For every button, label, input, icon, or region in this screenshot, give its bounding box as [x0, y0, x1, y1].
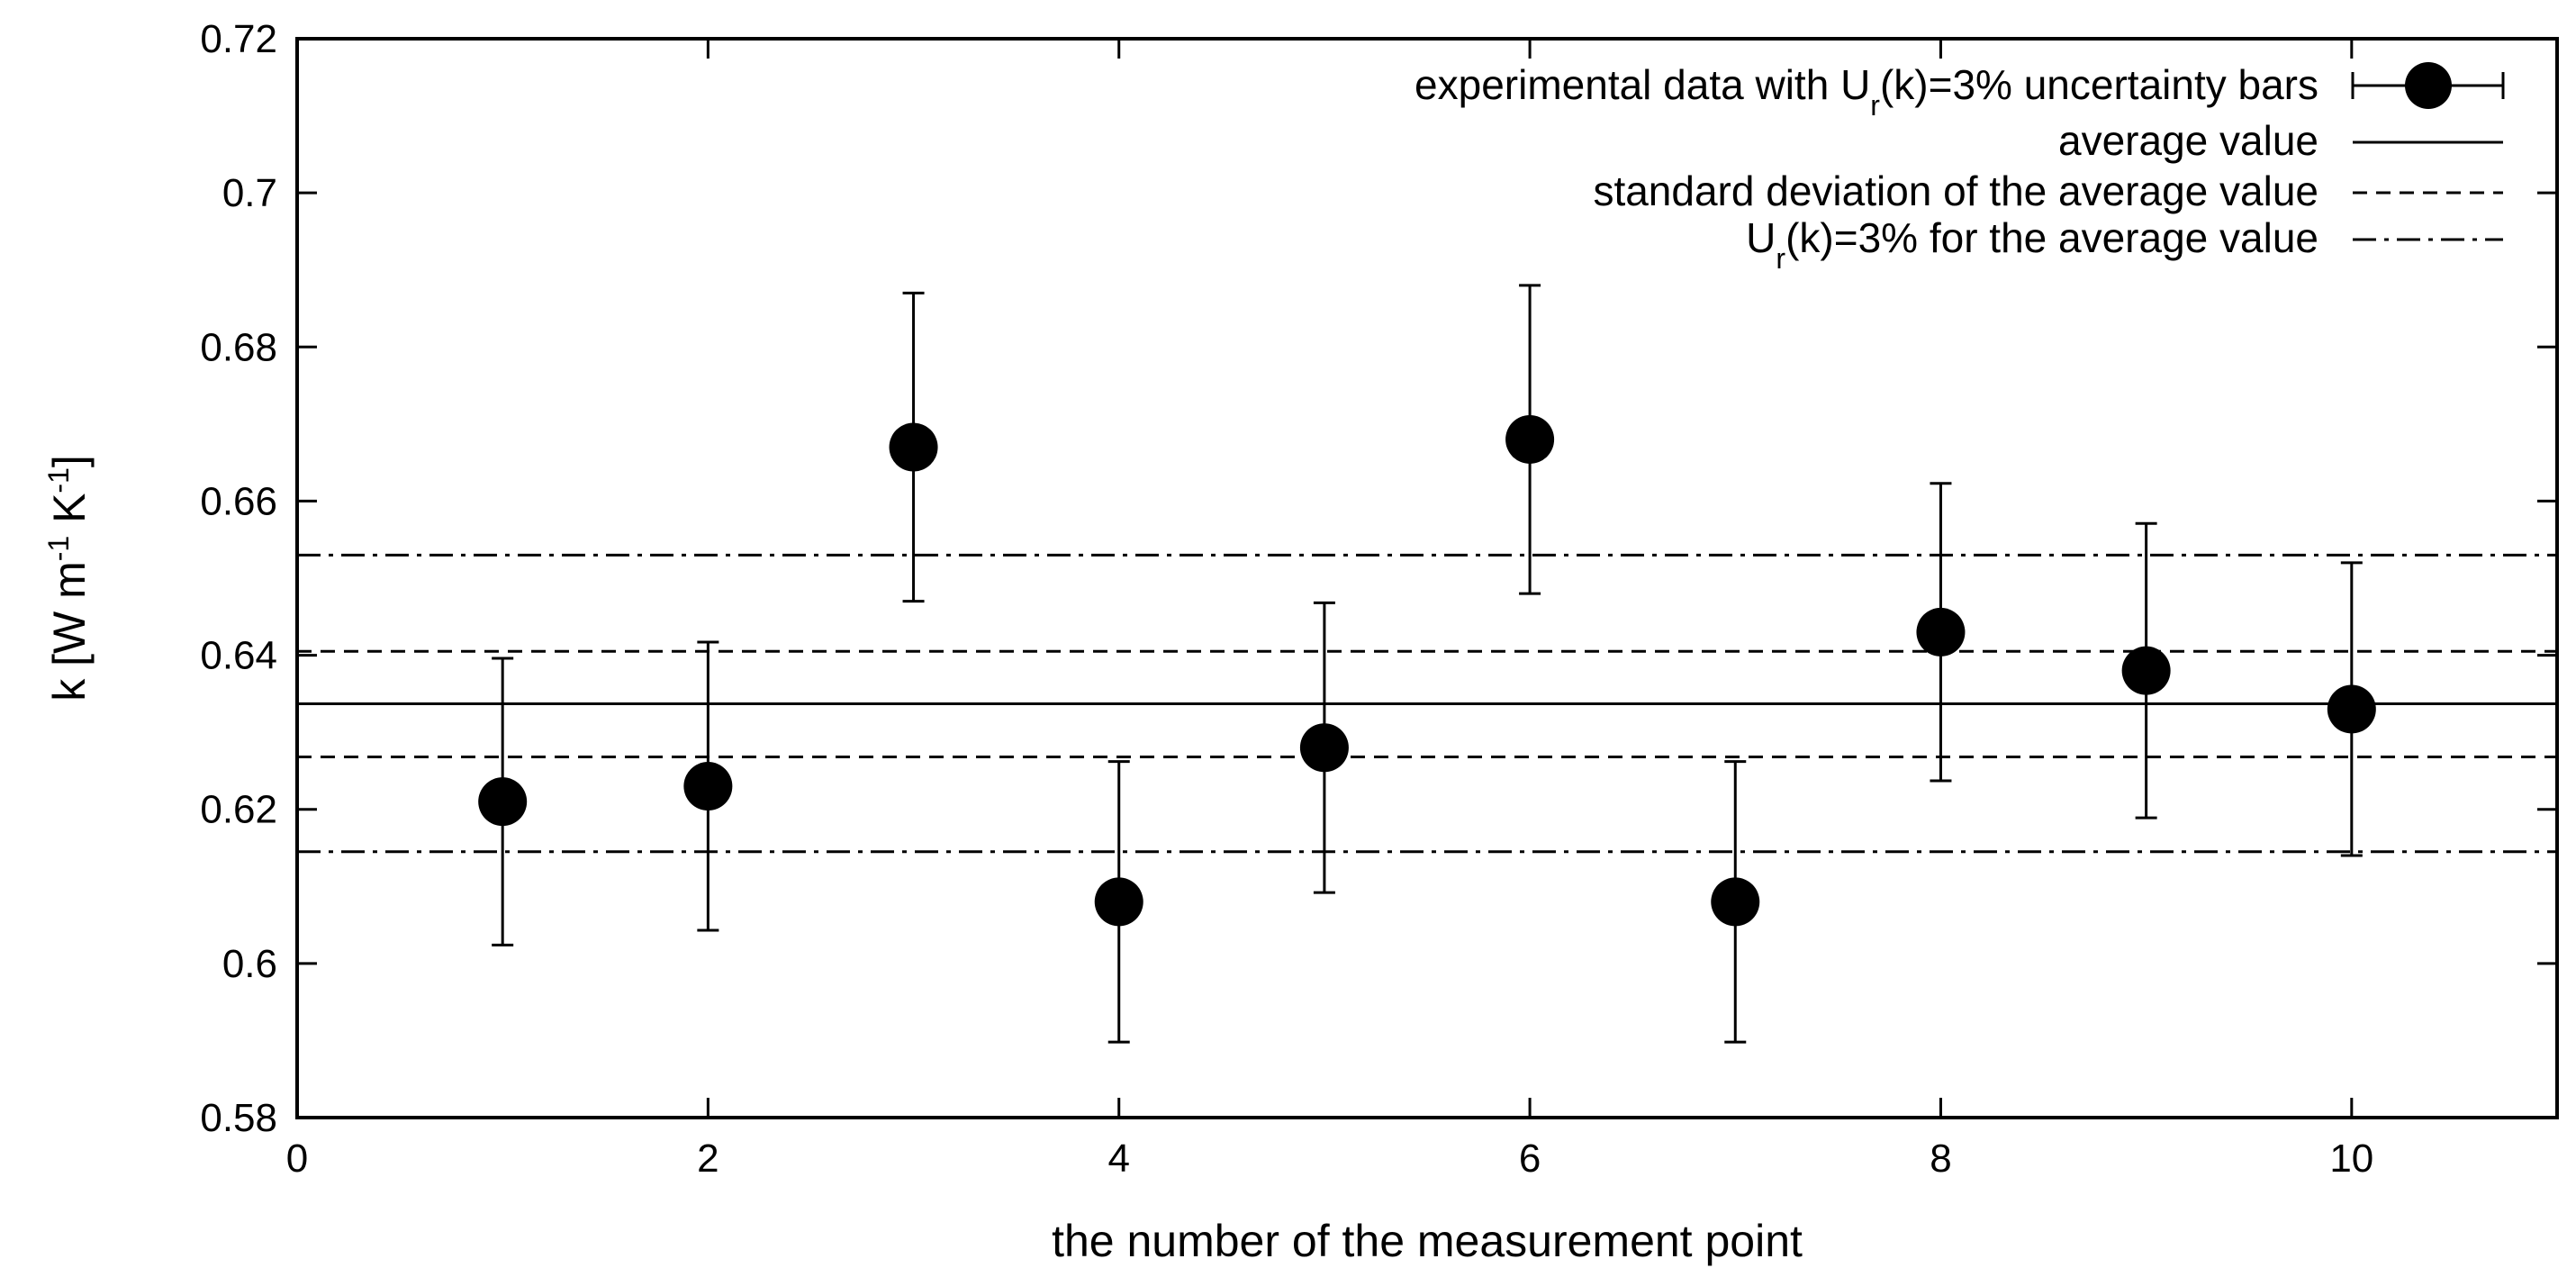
y-tick-label: 0.58 — [200, 1096, 277, 1140]
data-point — [889, 422, 938, 472]
x-tick-label: 8 — [1930, 1137, 1951, 1181]
legend-label-experimental: experimental data with Ur(k)=3% uncertai… — [1415, 61, 2318, 122]
data-point — [683, 762, 733, 811]
y-axis-label: k [W m-1 K-1] — [42, 455, 95, 702]
data-point — [1094, 877, 1143, 927]
legend-label-experimental-a: experimental data with U — [1415, 61, 1870, 108]
data-point — [1711, 877, 1760, 927]
y-axis-label-end: ] — [44, 455, 95, 467]
legend-label-uncertainty-b: (k)=3% for the average value — [1785, 214, 2318, 261]
x-tick-label: 6 — [1519, 1137, 1541, 1181]
data-point — [1916, 607, 1966, 657]
data-point — [1505, 414, 1555, 464]
y-tick-label: 0.64 — [200, 634, 277, 678]
y-tick-label: 0.66 — [200, 479, 277, 523]
data-point — [1299, 723, 1349, 773]
y-axis-label-sup2: -1 — [42, 467, 75, 493]
legend-label-average: average value — [2058, 117, 2318, 164]
x-axis-label: the number of the measurement point — [1052, 1216, 1803, 1266]
legend-label-uncertainty-sub: r — [1776, 242, 1785, 275]
y-tick-label: 0.7 — [222, 171, 277, 215]
y-axis-label-sup1: -1 — [42, 536, 75, 561]
axis-ticks — [295, 37, 2557, 1119]
y-axis-label-main: k [W m — [44, 561, 95, 702]
x-tick-label: 0 — [286, 1137, 308, 1181]
y-tick-label: 0.6 — [222, 942, 277, 986]
reference-lines — [297, 553, 2557, 854]
legend-label-stddev: standard deviation of the average value — [1593, 168, 2318, 214]
x-tick-label: 4 — [1107, 1137, 1129, 1181]
legend-label-experimental-b: (k)=3% uncertainty bars — [1880, 61, 2318, 108]
y-tick-label: 0.72 — [200, 17, 277, 61]
x-tick-label: 2 — [697, 1137, 719, 1181]
data-point — [2327, 684, 2376, 734]
y-axis-label-mid: K — [44, 494, 95, 536]
data-point — [478, 777, 528, 827]
x-tick-label: 10 — [2329, 1137, 2373, 1181]
y-tick-label: 0.68 — [200, 325, 277, 369]
legend-label-uncertainty: Ur(k)=3% for the average value — [1746, 214, 2318, 275]
errorbars — [492, 284, 2363, 1044]
tick-labels: 0 2 4 6 8 10 0.58 0.6 0.62 0.64 0.66 0.68 0.7 0.72 — [200, 17, 2373, 1181]
data-point — [2121, 646, 2171, 695]
legend-label-uncertainty-a: U — [1746, 214, 1776, 261]
legend: experimental data with Ur(k)=3% uncertai… — [1415, 61, 2505, 275]
legend-sample-experimental — [2351, 62, 2505, 109]
data-points — [478, 414, 2376, 927]
legend-label-experimental-sub: r — [1870, 89, 1880, 122]
y-tick-label: 0.62 — [200, 788, 277, 832]
plot-frame — [295, 37, 2559, 1119]
